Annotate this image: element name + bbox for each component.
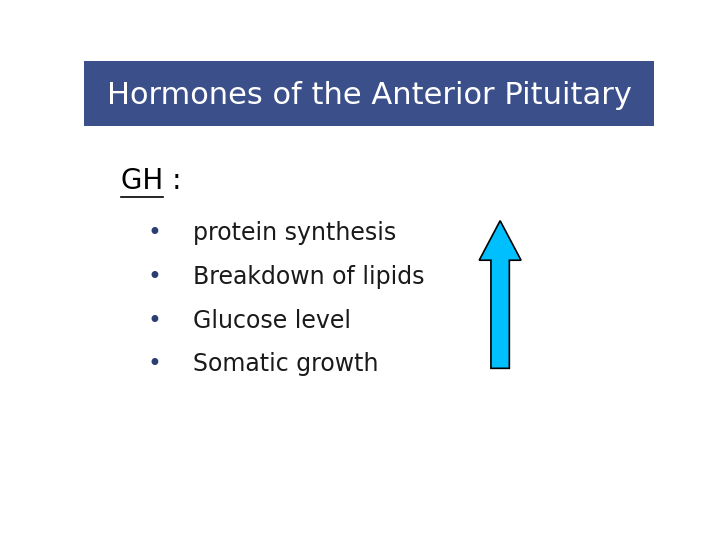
Text: Hormones of the Anterior Pituitary: Hormones of the Anterior Pituitary [107, 81, 631, 110]
Polygon shape [480, 221, 521, 368]
Text: •: • [147, 352, 161, 376]
FancyBboxPatch shape [84, 60, 654, 126]
Text: •: • [147, 265, 161, 289]
Text: Glucose level: Glucose level [193, 308, 351, 333]
Text: Breakdown of lipids: Breakdown of lipids [193, 265, 425, 289]
Text: GH :: GH : [121, 167, 181, 195]
Text: •: • [147, 308, 161, 333]
Text: protein synthesis: protein synthesis [193, 221, 397, 245]
Text: Somatic growth: Somatic growth [193, 352, 379, 376]
Text: •: • [147, 221, 161, 245]
